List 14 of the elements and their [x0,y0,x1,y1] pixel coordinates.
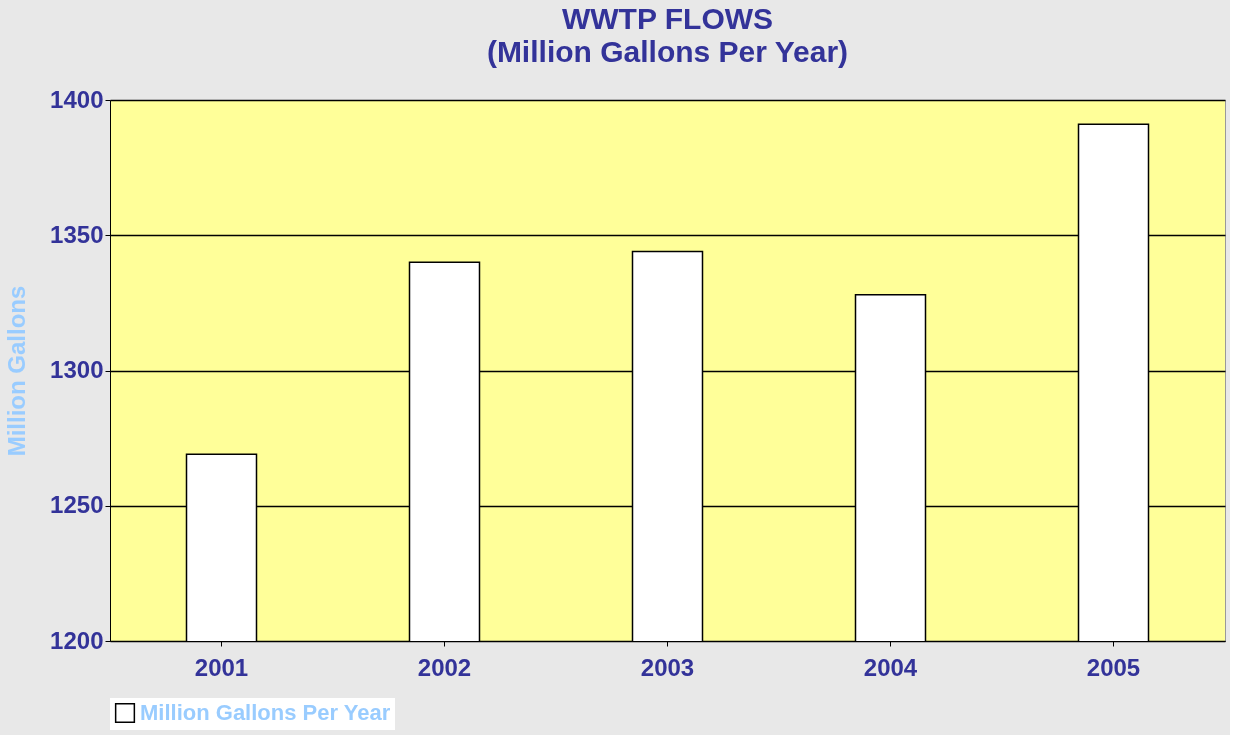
x-tick-label: 2001 [194,653,249,681]
x-tick-label: 2005 [1086,653,1141,681]
y-tick-label: 1400 [50,85,104,113]
x-tick-label: 2003 [640,653,695,681]
y-tick-label: 1350 [50,220,104,248]
chart-subtitle: (Million Gallons Per Year) [486,35,849,68]
y-tick-label: 1200 [50,626,104,654]
chart-title: WWTP FLOWS [561,2,774,35]
x-tick-label: 2004 [863,653,918,681]
y-tick-label: 1250 [50,491,104,519]
legend-label: Million Gallons Per Year [140,700,391,725]
y-axis-title: Million Gallons [3,285,31,457]
x-tick-label: 2002 [417,653,472,681]
y-tick-label: 1300 [50,356,104,383]
